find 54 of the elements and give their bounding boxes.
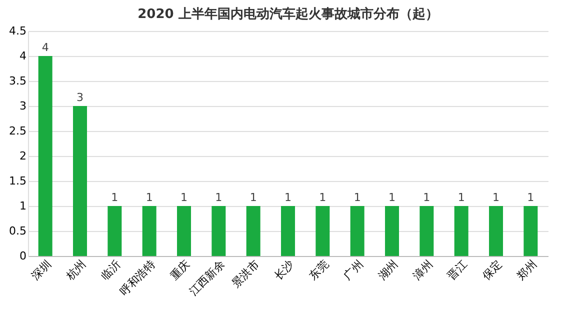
bar (350, 206, 364, 256)
data-label: 1 (215, 191, 222, 204)
data-label: 1 (492, 191, 500, 204)
y-tick-label: 2.5 (9, 124, 26, 138)
x-tick-label: 临沂 (98, 258, 124, 283)
x-tick-label: 广州 (341, 258, 366, 283)
x-tick-label: 深圳 (29, 258, 54, 283)
bar (246, 206, 260, 256)
data-label: 1 (319, 191, 326, 204)
data-label: 1 (527, 191, 534, 204)
x-tick-label: 晋江 (445, 258, 470, 283)
chart-title: 2020 上半年国内电动汽车起火事故城市分布（起） (138, 6, 438, 22)
data-label: 1 (146, 191, 153, 204)
bar (316, 206, 330, 256)
bar (281, 206, 295, 256)
data-label: 1 (284, 191, 292, 204)
bar (177, 206, 191, 256)
bar (212, 206, 226, 256)
data-label: 1 (250, 191, 257, 204)
data-label: 1 (458, 191, 465, 204)
x-tick-label: 郑州 (514, 258, 540, 283)
y-tick-label: 2 (20, 150, 26, 162)
x-tick-label: 重庆 (168, 258, 192, 283)
data-label: 4 (42, 41, 49, 54)
bar (489, 206, 503, 256)
bar (38, 56, 52, 256)
x-tick-label: 景洪市 (229, 258, 262, 290)
y-tick-label: 4 (20, 50, 26, 62)
bar (73, 106, 87, 256)
bar (385, 206, 399, 256)
x-tick-label: 湖州 (376, 258, 400, 283)
bar (142, 206, 156, 256)
data-label: 3 (76, 91, 84, 104)
bar (420, 206, 434, 256)
data-label: 1 (180, 191, 188, 204)
x-tick-label: 保定 (480, 258, 504, 283)
data-label: 1 (354, 191, 361, 204)
x-tick-label: 长沙 (272, 258, 296, 283)
data-label: 1 (423, 191, 430, 204)
bar (108, 206, 122, 256)
x-tick-label: 漳州 (410, 258, 436, 283)
data-label: 1 (388, 191, 396, 204)
y-tick-label: 3 (20, 100, 26, 112)
bar (524, 206, 538, 256)
y-tick-label: 1.5 (9, 174, 26, 188)
y-tick-label: 4.5 (9, 24, 26, 38)
y-tick-label: 3.5 (9, 74, 26, 88)
data-label: 1 (111, 191, 118, 204)
x-tick-label: 东莞 (306, 258, 332, 283)
bar (454, 206, 468, 256)
y-tick-label: 1 (20, 200, 26, 212)
y-tick-label: 0.5 (9, 224, 26, 238)
y-tick-label: 0 (20, 250, 26, 262)
x-tick-label: 杭州 (63, 258, 88, 284)
